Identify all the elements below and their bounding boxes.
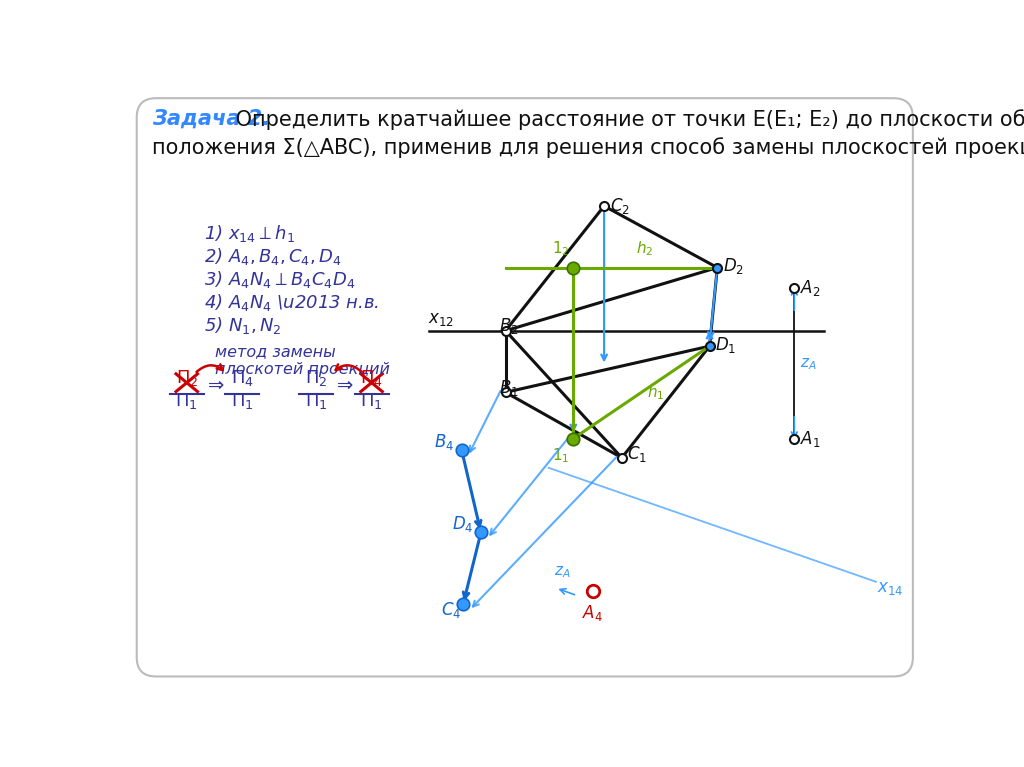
Text: 5) $N_1,N_2$: 5) $N_1,N_2$	[204, 315, 282, 337]
Text: $x_{14}$: $x_{14}$	[878, 578, 904, 597]
Text: $\mathit{D}_{2}$: $\mathit{D}_{2}$	[723, 256, 743, 276]
Text: $\mathit{B}_{1}$: $\mathit{B}_{1}$	[500, 378, 519, 399]
Text: $\mathit{C}_{1}$: $\mathit{C}_{1}$	[628, 444, 647, 464]
Text: $h_1$: $h_1$	[647, 383, 665, 402]
Text: Определить кратчайшее расстояние от точки E(E₁; E₂) до плоскости общего: Определить кратчайшее расстояние от точк…	[229, 109, 1024, 130]
Text: $\Pi_1$: $\Pi_1$	[231, 391, 254, 411]
Text: метод замены
плоскотей проекций: метод замены плоскотей проекций	[215, 344, 390, 377]
Text: $x_{12}$: $x_{12}$	[428, 311, 454, 328]
Text: $\Rightarrow$: $\Rightarrow$	[204, 375, 225, 394]
Text: $\Pi_2$: $\Pi_2$	[305, 368, 328, 388]
Text: Задача 2.: Задача 2.	[153, 109, 270, 129]
Text: $\mathit{C}_{2}$: $\mathit{C}_{2}$	[609, 196, 630, 216]
Text: $\mathit{C}_{4}$: $\mathit{C}_{4}$	[441, 600, 462, 620]
Text: $\mathit{D}_{4}$: $\mathit{D}_{4}$	[452, 515, 473, 535]
Text: 4) $A_4N_4$ \u2013 н.в.: 4) $A_4N_4$ \u2013 н.в.	[204, 292, 379, 313]
Text: $\Pi_4$: $\Pi_4$	[360, 368, 383, 388]
Text: 3) $A_4N_4\perp B_4C_4D_4$: 3) $A_4N_4\perp B_4C_4D_4$	[204, 269, 355, 290]
Text: $\Pi_4$: $\Pi_4$	[230, 368, 254, 388]
Text: $1_1$: $1_1$	[552, 446, 569, 465]
Text: $z_A$: $z_A$	[554, 565, 571, 581]
Text: $\Pi_2$: $\Pi_2$	[175, 368, 198, 388]
Text: 2) $A_4,B_4,C_4,D_4$: 2) $A_4,B_4,C_4,D_4$	[204, 246, 341, 267]
Text: 1) $x_{14}\perp h_1$: 1) $x_{14}\perp h_1$	[204, 223, 295, 244]
Text: $\mathit{A}_{2}$: $\mathit{A}_{2}$	[801, 278, 821, 298]
Text: $\mathit{D}_{1}$: $\mathit{D}_{1}$	[715, 334, 736, 354]
Text: $\Pi_1$: $\Pi_1$	[175, 391, 198, 411]
Text: $A_4$: $A_4$	[582, 604, 603, 624]
Text: $1_2$: $1_2$	[552, 239, 569, 258]
Text: $z_A$: $z_A$	[800, 356, 816, 372]
Text: $\mathit{A}_{1}$: $\mathit{A}_{1}$	[801, 429, 821, 449]
FancyBboxPatch shape	[137, 98, 912, 676]
Text: $\Rightarrow$: $\Rightarrow$	[333, 375, 354, 394]
Text: $\Pi_1$: $\Pi_1$	[360, 391, 383, 411]
Text: $h_2$: $h_2$	[636, 239, 653, 258]
Text: $\Pi_1$: $\Pi_1$	[305, 391, 328, 411]
Text: положения Σ(△ABC), применив для решения способ замены плоскостей проекций.: положения Σ(△ABC), применив для решения …	[153, 137, 1024, 157]
Text: $\mathit{B}_{4}$: $\mathit{B}_{4}$	[434, 432, 454, 452]
Text: $\mathit{B}_{2}$: $\mathit{B}_{2}$	[500, 316, 519, 336]
